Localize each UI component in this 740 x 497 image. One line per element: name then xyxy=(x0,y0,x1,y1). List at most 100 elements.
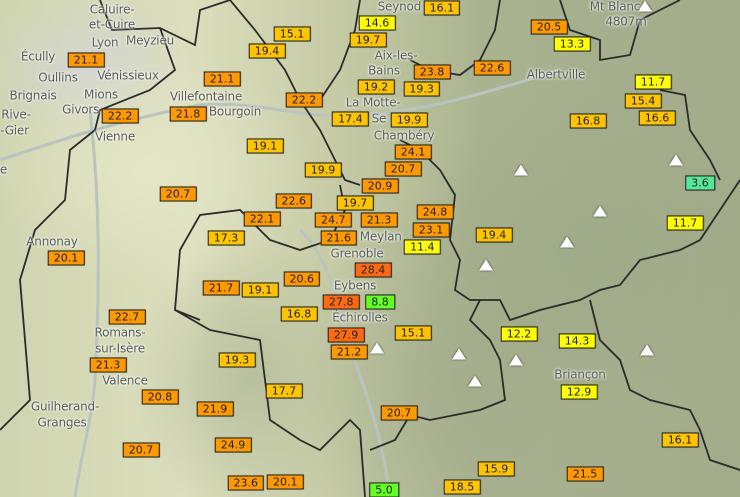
temperature-label[interactable]: 20.6 xyxy=(283,271,320,287)
temperature-label[interactable]: 20.7 xyxy=(159,186,197,202)
place-name: Annonay xyxy=(26,234,78,249)
mountain-peak-icon xyxy=(560,236,574,248)
temperature-label[interactable]: 8.8 xyxy=(365,294,395,310)
temperature-label[interactable]: 21.1 xyxy=(67,52,105,68)
temperature-label[interactable]: 22.2 xyxy=(101,108,139,124)
temperature-label[interactable]: 14.6 xyxy=(358,15,396,31)
place-name: Guilherand- xyxy=(30,399,100,414)
temperature-label[interactable]: 22.6 xyxy=(275,193,312,209)
temperature-label[interactable]: 22.6 xyxy=(473,60,511,76)
temperature-label[interactable]: 16.8 xyxy=(569,113,607,129)
temperature-label[interactable]: 27.9 xyxy=(327,327,365,343)
place-name: La Motte- xyxy=(345,95,401,110)
temperature-label[interactable]: 19.7 xyxy=(336,195,374,211)
temperature-label[interactable]: 21.5 xyxy=(566,466,604,482)
temperature-label[interactable]: 21.9 xyxy=(196,401,234,417)
temperature-label[interactable]: 19.1 xyxy=(246,138,284,154)
temperature-label[interactable]: 20.7 xyxy=(380,405,418,421)
temperature-label[interactable]: 24.9 xyxy=(214,437,252,453)
temperature-label[interactable]: 16.1 xyxy=(423,0,461,16)
temperature-label[interactable]: 21.8 xyxy=(169,106,207,122)
mountain-peak-icon xyxy=(669,154,683,166)
temperature-label[interactable]: 5.0 xyxy=(369,482,399,497)
place-name: Villefontaine xyxy=(169,89,243,104)
place-name: Chambéry xyxy=(373,128,435,143)
temperature-label[interactable]: 18.5 xyxy=(443,479,481,495)
temperature-label[interactable]: 13.3 xyxy=(553,36,591,52)
place-name: Givors xyxy=(62,102,100,117)
temperature-label[interactable]: 24.8 xyxy=(416,204,454,220)
temperature-label[interactable]: 23.8 xyxy=(413,64,451,80)
temperature-label[interactable]: 21.2 xyxy=(330,344,368,360)
place-name: 4807m xyxy=(605,14,647,29)
temperature-label[interactable]: 11.4 xyxy=(404,239,441,255)
temperature-label[interactable]: 19.9 xyxy=(390,112,428,128)
place-name: Vénissieux xyxy=(97,68,159,83)
temperature-label[interactable]: 19.9 xyxy=(304,162,342,178)
temperature-label[interactable]: 15.1 xyxy=(394,325,432,341)
temperature-label[interactable]: 19.7 xyxy=(349,32,387,48)
temperature-label[interactable]: 22.1 xyxy=(243,211,281,227)
temperature-label[interactable]: 15.4 xyxy=(624,93,662,109)
temperature-label[interactable]: 24.7 xyxy=(315,212,352,228)
mountain-peak-icon xyxy=(640,344,654,356)
temperature-label[interactable]: 21.7 xyxy=(202,280,240,296)
temperature-label[interactable]: 16.1 xyxy=(661,432,699,448)
temperature-label[interactable]: 28.4 xyxy=(354,262,392,278)
temperature-label[interactable]: 16.6 xyxy=(638,110,676,126)
temperature-label[interactable]: 19.4 xyxy=(248,43,286,59)
temperature-label[interactable]: 21.1 xyxy=(203,71,241,87)
place-name: Albertville xyxy=(526,67,586,82)
temperature-label[interactable]: 21.6 xyxy=(320,230,357,246)
temperature-label[interactable]: 17.3 xyxy=(207,230,245,246)
temperature-label[interactable]: 21.3 xyxy=(89,357,127,373)
temperature-label[interactable]: 11.7 xyxy=(634,74,672,90)
temperature-label[interactable]: 20.9 xyxy=(361,178,399,194)
place-name: Briançon xyxy=(554,367,606,382)
place-name: Écully xyxy=(20,49,56,64)
temperature-label[interactable]: 3.6 xyxy=(685,175,715,191)
temperature-label[interactable]: 23.1 xyxy=(412,222,450,238)
temperature-label[interactable]: 20.7 xyxy=(384,161,422,177)
temperature-label[interactable]: 23.6 xyxy=(227,475,264,491)
temperature-label[interactable]: 19.4 xyxy=(475,227,513,243)
mountain-peak-icon xyxy=(452,348,466,360)
place-name: -Gier xyxy=(0,123,29,138)
place-name: e xyxy=(0,162,8,177)
temperature-label[interactable]: 20.5 xyxy=(530,19,568,35)
temperature-label[interactable]: 19.3 xyxy=(218,352,256,368)
temperature-label[interactable]: 22.2 xyxy=(285,92,323,108)
temperature-label[interactable]: 22.7 xyxy=(108,309,146,325)
mountain-peak-icon xyxy=(479,259,493,271)
temperature-label[interactable]: 17.4 xyxy=(332,111,369,127)
temperature-label[interactable]: 12.2 xyxy=(500,326,538,342)
place-name: Meylan xyxy=(359,229,402,244)
temperature-label[interactable]: 20.1 xyxy=(47,250,85,266)
temperature-label[interactable]: 24.1 xyxy=(394,144,432,160)
temperature-label[interactable]: 12.9 xyxy=(560,384,598,400)
temperature-label[interactable]: 15.1 xyxy=(273,26,311,42)
temperature-label[interactable]: 11.7 xyxy=(666,215,704,231)
temperature-label[interactable]: 20.1 xyxy=(267,474,304,490)
mountain-peak-icon xyxy=(468,375,482,387)
place-name: Lyon xyxy=(91,35,119,50)
place-name: Meyzieu xyxy=(125,33,175,48)
mountain-peak-icon xyxy=(370,342,384,354)
place-name: et-Cuire xyxy=(88,17,136,32)
temperature-label[interactable]: 21.3 xyxy=(360,212,398,228)
temperature-label[interactable]: 20.8 xyxy=(141,389,179,405)
place-name: Aix-les- xyxy=(374,48,418,63)
temperature-label[interactable]: 19.1 xyxy=(241,282,279,298)
place-name: Caluire- xyxy=(89,2,135,17)
temperature-label[interactable]: 14.3 xyxy=(558,333,596,349)
temperature-label[interactable]: 19.2 xyxy=(357,79,395,95)
temperature-label[interactable]: 17.7 xyxy=(265,383,303,399)
mountain-peak-icon xyxy=(638,0,652,12)
temperature-label[interactable]: 16.8 xyxy=(280,306,318,322)
temperature-label[interactable]: 19.3 xyxy=(403,81,440,97)
temperature-label[interactable]: 27.8 xyxy=(323,294,360,310)
place-name: Se xyxy=(371,111,387,126)
temperature-label[interactable]: 20.7 xyxy=(122,442,160,458)
temperature-label[interactable]: 15.9 xyxy=(477,461,515,477)
